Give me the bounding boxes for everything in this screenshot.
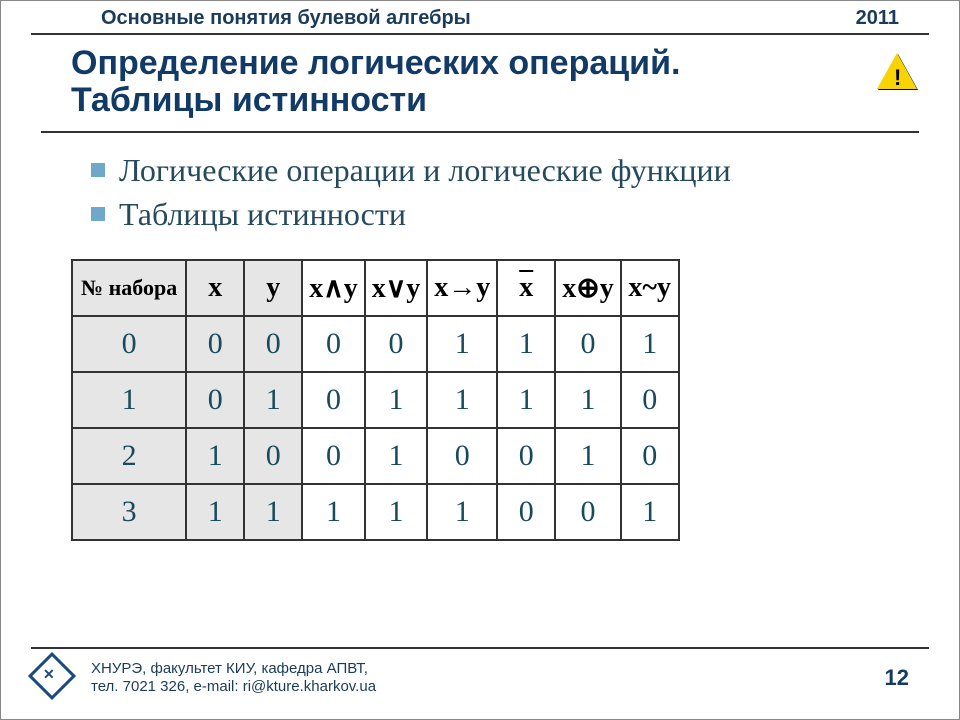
- bullet-text: Таблицы истинности: [119, 195, 406, 233]
- table-row: 0 0 0 0 0 1 1 0 1: [72, 316, 679, 372]
- header-right: 2011: [856, 7, 899, 30]
- slide: Основные понятия булевой алгебры 2011 Оп…: [0, 0, 960, 720]
- title-line2: Таблицы истинности: [71, 82, 839, 119]
- footer-line2: тел. 7021 326, e-mail: ri@kture.kharkov.…: [91, 678, 376, 696]
- bullet-text: Логические операции и логические функции: [119, 151, 731, 189]
- col-xor: x⊕y: [555, 260, 620, 316]
- col-notx: x: [497, 260, 555, 316]
- rule-top: [31, 33, 929, 35]
- bullet-item: Таблицы истинности: [91, 195, 899, 233]
- logo-icon: ✕: [31, 655, 77, 701]
- truth-table: № набора x y x∧y x∨y x→y x x⊕y x~y 0 0 0…: [71, 259, 680, 541]
- col-nabora: № набора: [72, 260, 186, 316]
- header-left: Основные понятия булевой алгебры: [101, 7, 471, 30]
- table-row: 2 1 0 0 1 0 0 1 0: [72, 428, 679, 484]
- table-row: 3 1 1 1 1 1 0 0 1: [72, 484, 679, 540]
- bullet-item: Логические операции и логические функции: [91, 151, 899, 189]
- col-imp: x→y: [427, 260, 497, 316]
- top-header: Основные понятия булевой алгебры 2011: [1, 7, 959, 30]
- table-header-row: № набора x y x∧y x∨y x→y x x⊕y x~y: [72, 260, 679, 316]
- bullet-square-icon: [91, 163, 105, 177]
- col-eqv: x~y: [621, 260, 679, 316]
- col-x: x: [186, 260, 244, 316]
- table-row: 1 0 1 0 1 1 1 1 0: [72, 372, 679, 428]
- col-or: x∨y: [365, 260, 428, 316]
- footer: ✕ ХНУРЭ, факультет КИУ, кафедра АПВТ, те…: [31, 647, 929, 701]
- bullet-square-icon: [91, 207, 105, 221]
- title-line1: Определение логических операций.: [71, 45, 839, 82]
- footer-text: ХНУРЭ, факультет КИУ, кафедра АПВТ, тел.…: [91, 660, 376, 696]
- slide-title: Определение логических операций. Таблицы…: [71, 45, 839, 120]
- bullet-list: Логические операции и логические функции…: [91, 151, 899, 240]
- col-and: x∧y: [302, 260, 365, 316]
- warning-icon: !: [875, 51, 919, 95]
- rule-mid: [41, 131, 919, 133]
- col-y: y: [244, 260, 302, 316]
- footer-line1: ХНУРЭ, факультет КИУ, кафедра АПВТ,: [91, 660, 376, 678]
- page-number: 12: [885, 665, 909, 691]
